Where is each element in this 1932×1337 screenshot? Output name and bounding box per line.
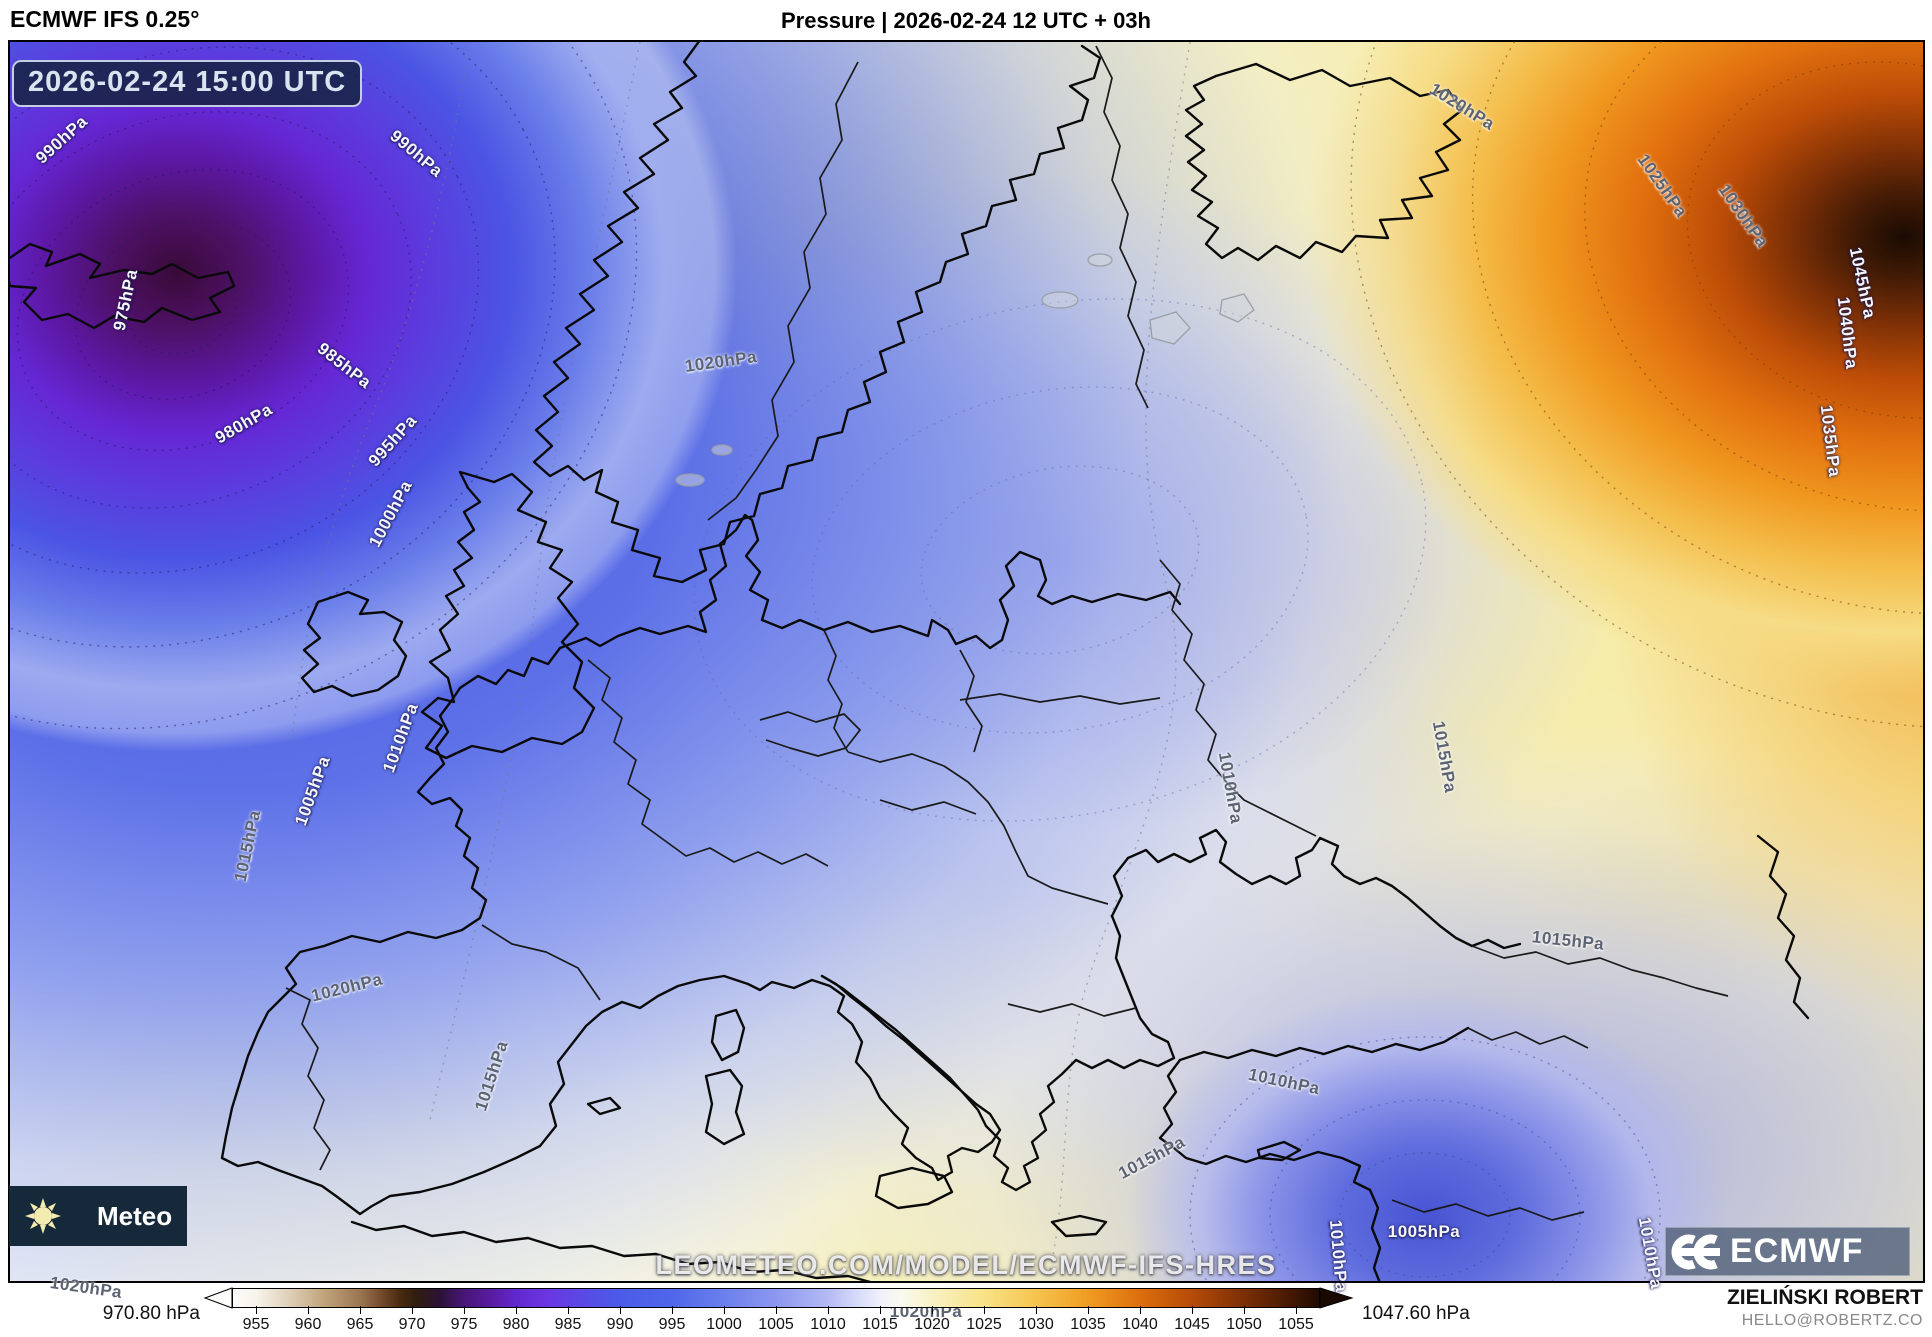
ecmwf-logo-label: ECMWF — [1730, 1232, 1864, 1270]
colorbar-tick-mark — [308, 1306, 309, 1314]
colorbar-tick-mark — [932, 1306, 933, 1314]
colorbar-tick-label: 1030 — [1018, 1316, 1054, 1333]
author-email: HELLO@ROBERTZ.CO — [1741, 1312, 1923, 1329]
colorbar-tick-label: 1015 — [862, 1316, 898, 1333]
sun-icon — [25, 1198, 61, 1234]
colorbar-tick-label: 1025 — [966, 1316, 1002, 1333]
meteo-logo-label: Meteo — [97, 1200, 173, 1231]
colorbar-tick-label: 980 — [502, 1316, 530, 1333]
page-title: Pressure | 2026-02-24 12 UTC + 03h — [781, 8, 1151, 33]
colorbar-tick-label: 1020 — [914, 1316, 950, 1333]
pressure-map — [8, 40, 1925, 1283]
colorbar-tick-mark — [984, 1306, 985, 1314]
colorbar-tick-mark — [776, 1306, 777, 1314]
colorbar-tick-label: 965 — [346, 1316, 374, 1333]
colorbar-tick-mark — [360, 1306, 361, 1314]
colorbar-tick-mark — [464, 1306, 465, 1314]
timestamp-badge: 2026-02-24 15:00 UTC — [12, 60, 363, 107]
colorbar-tick-mark — [620, 1306, 621, 1314]
colorbar-tick-mark — [256, 1306, 257, 1314]
watermark-link[interactable]: LEOMETEO.COM/MODEL/ECMWF-IFS-HRES — [655, 1250, 1277, 1280]
colorbar-tick-label: 985 — [554, 1316, 582, 1333]
colorbar-tick-mark — [1036, 1306, 1037, 1314]
colorbar-tick-mark — [1192, 1306, 1193, 1314]
colorbar-tick-label: 990 — [606, 1316, 634, 1333]
colorbar-tick-label: 1055 — [1278, 1316, 1314, 1333]
colorbar-left-arrow — [203, 1287, 233, 1309]
colorbar-tick-mark — [516, 1306, 517, 1314]
colorbar-tick-label: 975 — [450, 1316, 478, 1333]
ecmwf-glyph-icon — [1671, 1234, 1720, 1269]
colorbar-tick-mark — [672, 1306, 673, 1314]
colorbar-tick-label: 1040 — [1122, 1316, 1158, 1333]
colorbar-tick-label: 1000 — [706, 1316, 742, 1333]
colorbar-tick-mark — [568, 1306, 569, 1314]
colorbar-tick-label: 955 — [242, 1316, 270, 1333]
colorbar-tick-label: 1035 — [1070, 1316, 1106, 1333]
model-title: ECMWF IFS 0.25° — [10, 6, 200, 32]
colorbar-min-value: 970.80 hPa — [102, 1303, 200, 1324]
ecmwf-logo[interactable]: ECMWF — [1665, 1227, 1910, 1276]
colorbar-tick-label: 1050 — [1226, 1316, 1262, 1333]
colorbar-tick-mark — [1244, 1306, 1245, 1314]
isobar-label: 1005hPa — [1387, 1222, 1461, 1241]
colorbar-tick-mark — [828, 1306, 829, 1314]
colorbar-tick-mark — [1088, 1306, 1089, 1314]
author-name: ZIELIŃSKI ROBERT — [1726, 1286, 1923, 1309]
colorbar-tick-mark — [724, 1306, 725, 1314]
colorbar-tick-mark — [412, 1306, 413, 1314]
meteo-logo[interactable]: Meteo — [9, 1186, 187, 1246]
colorbar-tick-mark — [880, 1306, 881, 1314]
colorbar-tick-label: 970 — [398, 1316, 426, 1333]
colorbar-tick-label: 1005 — [758, 1316, 794, 1333]
pressure-colorbar — [232, 1288, 1320, 1308]
colorbar-tick-mark — [1140, 1306, 1141, 1314]
colorbar-tick-label: 1010 — [810, 1316, 846, 1333]
colorbar-tick-label: 960 — [294, 1316, 322, 1333]
colorbar-max-value: 1047.60 hPa — [1362, 1303, 1470, 1324]
colorbar-tick-label: 1045 — [1174, 1316, 1210, 1333]
colorbar-tick-mark — [1296, 1306, 1297, 1314]
colorbar-tick-label: 995 — [658, 1316, 686, 1333]
